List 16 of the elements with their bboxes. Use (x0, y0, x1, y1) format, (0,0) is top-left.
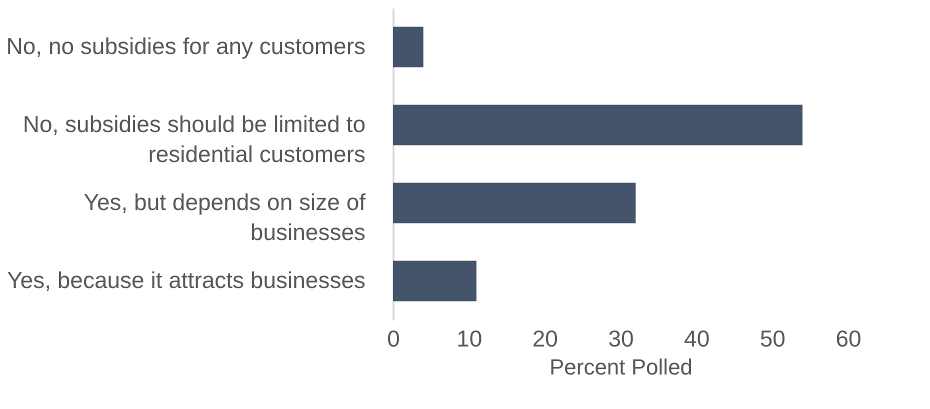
y-tick-label: Yes, because it attracts businesses (7, 267, 366, 293)
x-tick-label: 10 (456, 326, 482, 352)
bar (393, 26, 424, 68)
x-tick-label: 60 (836, 326, 862, 352)
x-tick-label: 30 (608, 326, 634, 352)
y-tick-label: No, no subsidies for any customers (6, 33, 366, 59)
bar (393, 260, 476, 302)
x-tick-label: 40 (684, 326, 710, 352)
x-tick-label: 50 (760, 326, 786, 352)
x-tick-label: 0 (387, 326, 400, 352)
bar (393, 104, 802, 146)
y-tick-label: No, subsidies should be limited to residential customers (22, 111, 366, 167)
bar (393, 182, 636, 224)
x-tick-label: 20 (532, 326, 558, 352)
x-axis-title: Percent Polled (549, 354, 693, 380)
y-tick-label: Yes, but depends on size of businesses (84, 189, 366, 245)
